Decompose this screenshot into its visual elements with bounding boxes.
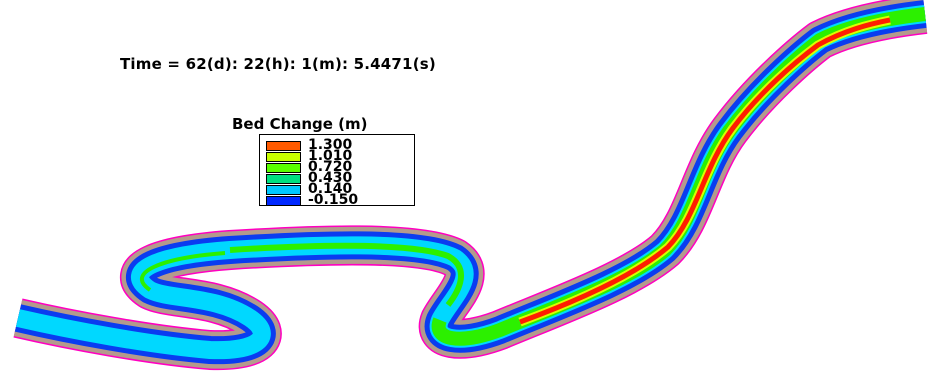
channel-green-band: [439, 14, 925, 339]
legend-swatch: [266, 141, 301, 151]
legend-entry: 1.300: [266, 137, 416, 153]
legend-value: -0.150: [308, 192, 359, 208]
time-label: Time = 62(d): 22(h): 1(m): 5.4471(s): [120, 55, 436, 73]
legend-value: 0.140: [308, 181, 353, 197]
meander-green-band-2: [140, 251, 226, 292]
legend-value: 0.430: [308, 170, 353, 186]
legend-value: 1.300: [308, 137, 353, 153]
legend-entry: 1.010: [266, 148, 416, 164]
legend-swatch: [266, 196, 301, 206]
legend-swatch: [266, 185, 301, 195]
legend-title: Bed Change (m): [232, 115, 368, 133]
legend-box: 1.300 1.010 0.720 0.430 0.140 -0.150: [259, 134, 416, 208]
legend-swatch: [266, 152, 301, 162]
legend-value: 0.720: [308, 159, 353, 175]
legend-entry: 0.430: [266, 170, 416, 186]
meander-green-band: [229, 242, 464, 307]
legend-swatch: [266, 174, 301, 184]
legend-swatch: [266, 163, 301, 173]
channel-yellow-band: [520, 20, 890, 322]
legend-entry: -0.150: [266, 192, 416, 208]
legend-entry: 0.140: [266, 181, 416, 197]
legend-entry: 0.720: [266, 159, 416, 175]
legend-value: 1.010: [308, 148, 353, 164]
